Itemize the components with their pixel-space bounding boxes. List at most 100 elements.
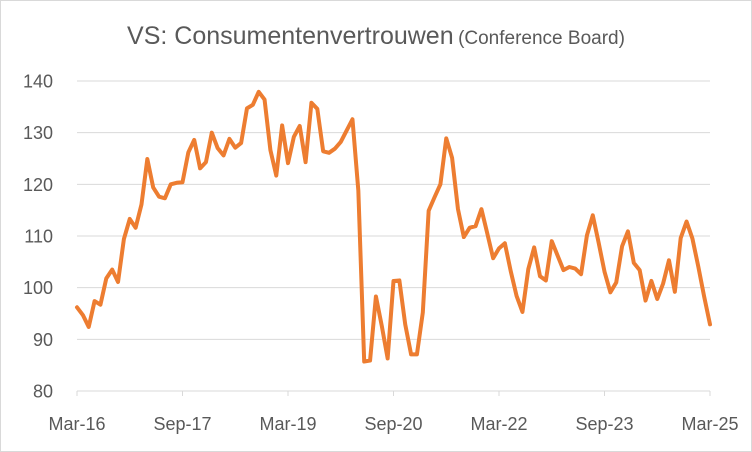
data-point bbox=[479, 207, 483, 211]
y-tick-label: 100 bbox=[23, 278, 53, 298]
data-point bbox=[204, 160, 208, 164]
x-tick-label: Sep-20 bbox=[364, 414, 422, 434]
data-point bbox=[333, 147, 337, 151]
x-tick-label: Mar-16 bbox=[48, 414, 105, 434]
data-point bbox=[280, 123, 284, 127]
data-point bbox=[462, 235, 466, 239]
data-point bbox=[268, 148, 272, 152]
x-axis-tick-labels: Mar-16 Sep-17 Mar-19 Sep-20 Mar-22 Sep-23 Mar-… bbox=[48, 414, 738, 434]
data-point bbox=[350, 117, 354, 121]
y-tick-label: 90 bbox=[33, 330, 53, 350]
data-point bbox=[216, 146, 220, 150]
data-point bbox=[139, 202, 143, 206]
data-point bbox=[608, 290, 612, 294]
data-point bbox=[421, 310, 425, 314]
data-point bbox=[503, 241, 507, 245]
data-point bbox=[444, 136, 448, 140]
data-points bbox=[75, 90, 712, 364]
data-point bbox=[210, 131, 214, 135]
data-point bbox=[169, 182, 173, 186]
data-point bbox=[491, 256, 495, 260]
y-tick-label: 120 bbox=[23, 175, 53, 195]
data-point bbox=[585, 233, 589, 237]
data-point bbox=[679, 236, 683, 240]
data-point bbox=[526, 267, 530, 271]
x-tick-label: Sep-23 bbox=[575, 414, 633, 434]
data-point bbox=[626, 229, 630, 233]
data-point bbox=[104, 276, 108, 280]
data-point bbox=[433, 195, 437, 199]
data-point bbox=[573, 267, 577, 271]
data-point bbox=[356, 189, 360, 193]
data-point bbox=[128, 217, 132, 221]
data-point bbox=[392, 279, 396, 283]
data-point bbox=[685, 220, 689, 224]
data-point bbox=[597, 241, 601, 245]
gridlines bbox=[77, 80, 710, 340]
data-point bbox=[186, 150, 190, 154]
data-point bbox=[75, 305, 79, 309]
data-point bbox=[286, 161, 290, 165]
data-point bbox=[538, 274, 542, 278]
data-point bbox=[661, 282, 665, 286]
data-point bbox=[233, 146, 237, 150]
x-tick-label: Sep-17 bbox=[153, 414, 211, 434]
chart-title-main: VS: Consumentenvertrouwen bbox=[127, 22, 454, 50]
data-point bbox=[690, 237, 694, 241]
data-point bbox=[157, 195, 161, 199]
data-point bbox=[292, 135, 296, 139]
data-point bbox=[532, 245, 536, 249]
data-point bbox=[145, 157, 149, 161]
data-point bbox=[561, 268, 565, 272]
data-point bbox=[362, 360, 366, 364]
data-point bbox=[222, 153, 226, 157]
data-point bbox=[603, 270, 607, 274]
data-point bbox=[181, 180, 185, 184]
data-point bbox=[509, 269, 513, 273]
data-point bbox=[239, 141, 243, 145]
data-point bbox=[374, 294, 378, 298]
series-line bbox=[75, 89, 712, 364]
data-point bbox=[175, 181, 179, 185]
data-point bbox=[673, 290, 677, 294]
data-point bbox=[274, 174, 278, 178]
data-point bbox=[614, 281, 618, 285]
data-point bbox=[345, 129, 349, 133]
data-point bbox=[339, 140, 343, 144]
data-point bbox=[550, 239, 554, 243]
data-point bbox=[450, 156, 454, 160]
chart-title: VS: Consumentenvertrouwen (Conference Bo… bbox=[0, 22, 752, 51]
data-point bbox=[380, 324, 384, 328]
y-tick-label: 80 bbox=[33, 382, 53, 402]
y-tick-label: 110 bbox=[24, 227, 53, 247]
data-point bbox=[327, 151, 331, 155]
x-tick-label: Mar-19 bbox=[259, 414, 316, 434]
data-point bbox=[134, 226, 138, 230]
y-axis-tick-labels: 80 90 100 110 120 130 140 bbox=[23, 72, 53, 402]
data-point bbox=[556, 254, 560, 258]
data-point bbox=[192, 138, 196, 142]
data-point bbox=[263, 98, 267, 102]
data-point bbox=[591, 213, 595, 217]
data-point bbox=[485, 231, 489, 235]
data-point bbox=[415, 352, 419, 356]
data-point bbox=[638, 268, 642, 272]
data-point bbox=[474, 224, 478, 228]
data-point bbox=[520, 310, 524, 314]
data-point bbox=[304, 160, 308, 164]
data-point bbox=[667, 258, 671, 262]
data-point bbox=[321, 149, 325, 153]
data-point bbox=[110, 268, 114, 272]
data-point bbox=[257, 90, 261, 94]
data-point bbox=[122, 237, 126, 241]
data-point bbox=[468, 226, 472, 230]
data-point bbox=[515, 294, 519, 298]
data-point bbox=[98, 303, 102, 307]
data-point bbox=[544, 278, 548, 282]
data-point bbox=[198, 166, 202, 170]
data-point bbox=[427, 209, 431, 213]
data-point bbox=[456, 207, 460, 211]
data-point bbox=[309, 101, 313, 105]
